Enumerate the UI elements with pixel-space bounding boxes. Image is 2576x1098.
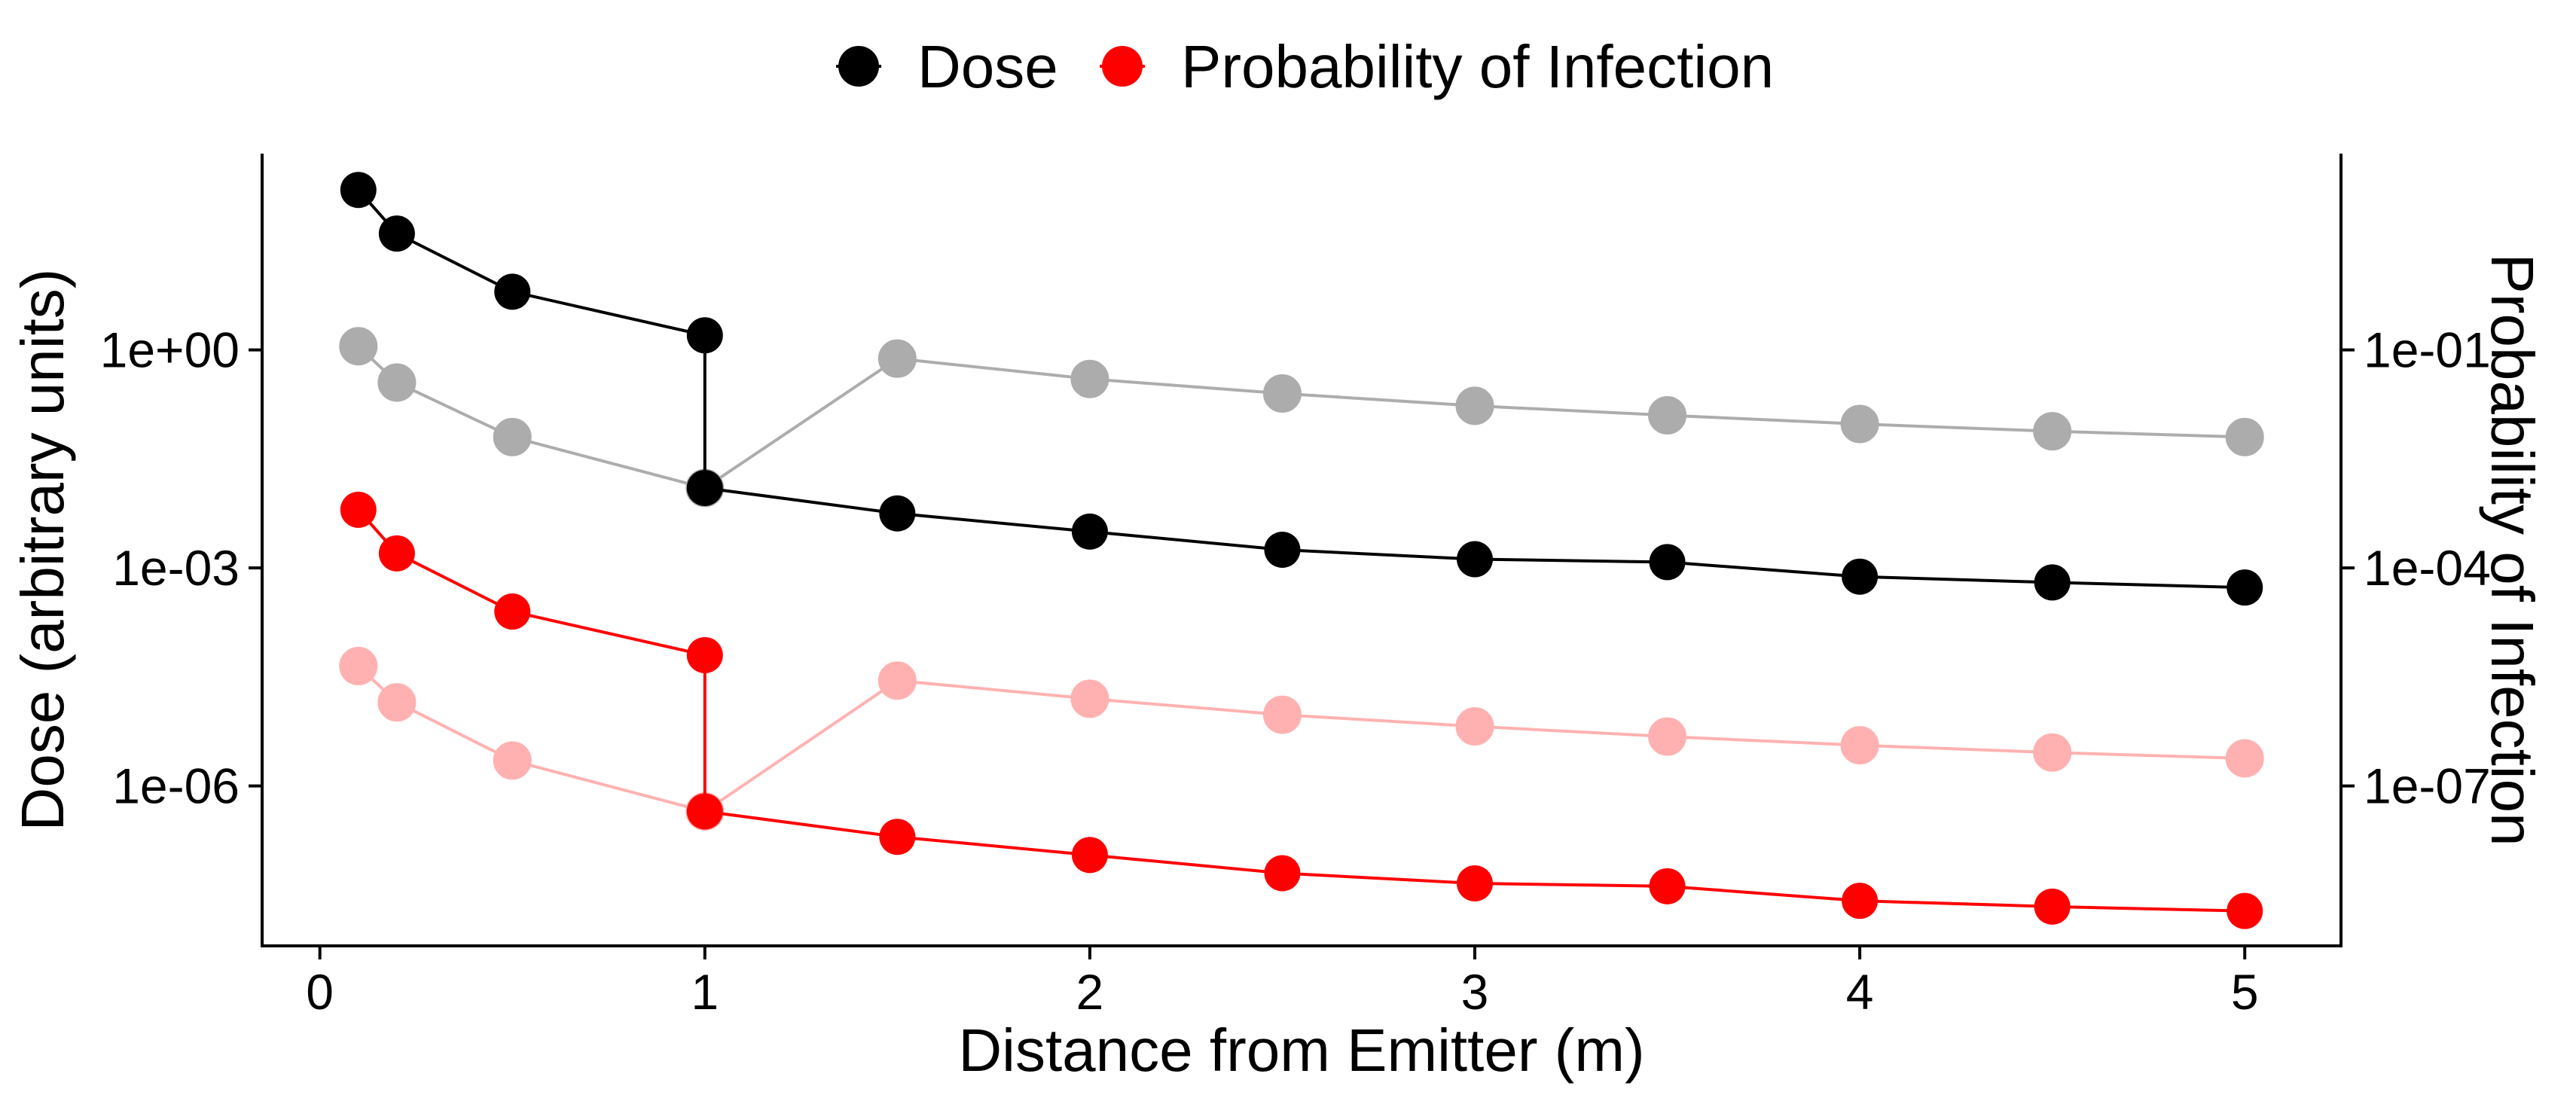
data-point [378, 535, 415, 572]
series-3 [339, 646, 2264, 831]
series-1 [339, 327, 2264, 508]
y-tick-label: 1e+00 [100, 322, 240, 378]
data-point [2227, 569, 2263, 606]
series-line [357, 664, 2245, 813]
data-point [1264, 855, 1301, 892]
y2-tick-label: 1e-07 [2364, 758, 2491, 814]
data-point [378, 215, 415, 252]
data-point [2033, 733, 2072, 772]
data-point [339, 327, 378, 366]
data-point [1457, 865, 1493, 901]
series-line [357, 508, 2245, 913]
data-point [1070, 679, 1109, 718]
data-point [2225, 417, 2264, 456]
data-point [493, 741, 532, 780]
data-point [494, 593, 531, 630]
data-point [2034, 888, 2071, 925]
x-tick-label: 0 [306, 964, 334, 1020]
x-tick-label: 3 [1461, 964, 1489, 1020]
legend-infection-marker [1102, 46, 1143, 87]
series-2 [340, 491, 2263, 929]
x-tick-label: 1 [691, 964, 719, 1020]
data-point [686, 793, 723, 830]
legend: Dose Probability of Infection [836, 33, 1774, 100]
data-point [377, 363, 417, 402]
data-point [879, 819, 916, 856]
data-point [1455, 707, 1494, 746]
series-line [357, 345, 2245, 490]
data-point [686, 636, 723, 673]
axes [261, 154, 2343, 947]
data-point [1457, 541, 1493, 578]
data-point [1842, 558, 1879, 595]
data-point [2227, 892, 2263, 929]
y-ticks-left: 1e+00 1e-03 1e-06 [100, 322, 262, 814]
y-tick-label: 1e-06 [112, 758, 240, 814]
data-point [493, 417, 532, 456]
data-point [1262, 374, 1302, 413]
data-point [879, 495, 916, 532]
data-point [686, 317, 723, 354]
legend-infection-label: Probability of Infection [1181, 33, 1774, 100]
data-point [339, 646, 378, 685]
y-axis-title: Dose (arbitrary units) [9, 269, 76, 831]
series-line [357, 188, 2245, 590]
data-point [1649, 868, 1686, 904]
data-point [1455, 386, 1494, 425]
data-point [1649, 544, 1686, 581]
data-point [377, 683, 417, 722]
data-point [340, 491, 377, 528]
data-point [686, 469, 723, 506]
data-point [494, 273, 531, 310]
data-point [1070, 359, 1109, 398]
y2-tick-label: 1e-01 [2364, 322, 2491, 378]
data-point [1648, 717, 1687, 756]
data-point [340, 172, 377, 209]
data-point [1071, 513, 1108, 550]
series-0 [340, 172, 2263, 606]
data-point [2225, 739, 2264, 778]
data-point [1840, 726, 1879, 765]
y-ticks-right: 1e-01 1e-04 1e-07 [2341, 322, 2491, 814]
data-point [2034, 564, 2071, 601]
y-tick-label: 1e-03 [112, 540, 240, 596]
data-point [1840, 404, 1879, 444]
series-layer [339, 172, 2264, 929]
x-axis-title: Distance from Emitter (m) [958, 1017, 1644, 1084]
data-point [1842, 883, 1879, 920]
x-ticks: 0 1 2 3 4 5 [306, 946, 2259, 1020]
y2-tick-label: 1e-04 [2364, 540, 2491, 596]
data-point [1264, 532, 1301, 568]
data-point [1071, 837, 1108, 874]
data-point [877, 339, 917, 378]
legend-dose-label: Dose [917, 33, 1058, 100]
data-point [1648, 395, 1687, 435]
data-point [877, 661, 917, 700]
legend-dose-marker [838, 46, 879, 87]
x-tick-label: 4 [1846, 964, 1874, 1020]
data-point [2033, 412, 2072, 451]
data-point [1262, 695, 1302, 734]
y2-axis-title: Probability of Infection [2479, 253, 2546, 846]
x-tick-label: 2 [1076, 964, 1104, 1020]
x-tick-label: 5 [2231, 964, 2259, 1020]
